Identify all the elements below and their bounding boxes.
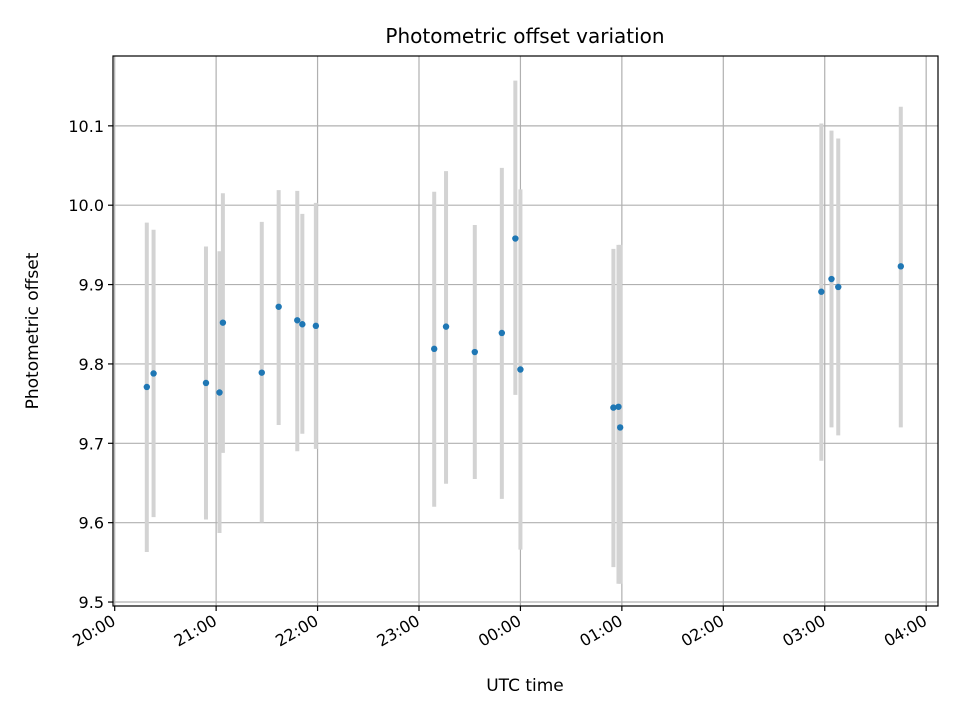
data-point [216,389,223,396]
data-point [219,319,227,326]
y-tick-label: 9.6 [79,514,104,533]
plot-frame [112,55,939,607]
chart-title: Photometric offset variation [385,24,664,48]
data-point [275,303,282,310]
data-point [442,323,450,330]
data-point [258,369,265,376]
data-point [897,263,905,270]
data-point [616,424,624,431]
data-point [828,275,835,283]
data-point [202,379,210,387]
point-layer [143,235,905,431]
data-point [431,345,438,353]
y-tick-label: 9.9 [79,276,104,295]
data-point [294,317,301,324]
grid-layer [113,56,938,606]
y-tick-label: 9.5 [79,593,104,612]
data-point [835,283,842,291]
x-axis-title: UTC time [486,676,564,696]
data-point [312,322,320,330]
data-point [512,235,519,242]
y-tick-label: 9.7 [79,434,104,453]
data-point [498,329,506,337]
data-point [143,383,151,391]
data-point [818,288,825,295]
y-tick-label: 10.1 [68,117,104,136]
y-tick-label: 10.0 [68,196,104,215]
data-point [150,370,157,377]
data-point [517,366,524,373]
data-point [615,403,622,410]
data-point [299,321,306,328]
data-point [471,348,478,356]
y-tick-label: 9.8 [79,355,104,374]
y-axis-ticks: 9.5 9.6 9.7 9.8 9.9 10.0 10.1 [68,117,113,612]
y-axis-title: Photometric offset [23,252,43,409]
data-point [610,404,617,411]
